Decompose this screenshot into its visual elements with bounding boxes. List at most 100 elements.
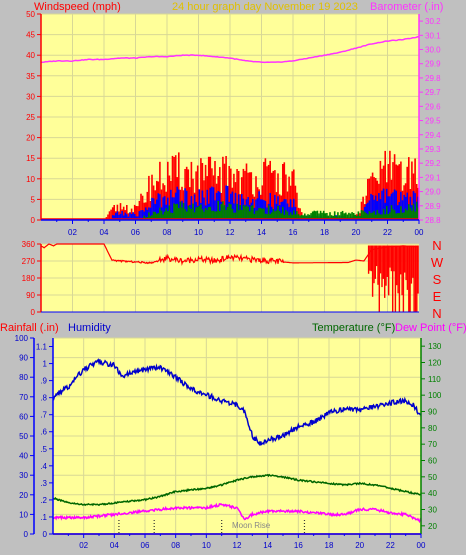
- windspeed-bar: [119, 203, 122, 220]
- gust-mid-bar: [201, 190, 204, 220]
- wind-direction-line: [40, 243, 419, 266]
- windspeed-bar: [392, 162, 394, 220]
- y2-tick-label: 30.0: [425, 46, 441, 55]
- windspeed-bar: [223, 163, 226, 220]
- gust-mid-bar: [378, 193, 380, 220]
- gust-low-bar: [327, 215, 330, 220]
- gust-mid-bar: [211, 186, 213, 220]
- gust-mid-bar: [116, 211, 119, 220]
- gust-low-bar: [174, 204, 177, 220]
- gust-low-bar: [389, 212, 391, 220]
- gust-low-bar: [154, 212, 156, 220]
- gust-mid-bar: [274, 194, 276, 220]
- humidity-tick-label: 0: [24, 530, 29, 539]
- windspeed-bar: [270, 172, 273, 220]
- gust-low-bar: [326, 213, 328, 220]
- gust-mid-bar: [225, 185, 227, 220]
- windspeed-bar: [244, 170, 246, 220]
- gust-low-bar: [275, 210, 278, 220]
- gust-mid-bar: [291, 207, 293, 220]
- gust-low-bar: [255, 210, 257, 220]
- gust-mid-bar: [264, 201, 267, 220]
- gust-low-bar: [330, 215, 333, 220]
- y2-tick-label: 28.8: [425, 216, 441, 225]
- gust-low-bar: [315, 211, 317, 220]
- windspeed-bar: [148, 175, 150, 220]
- x-tick-label: 08: [163, 228, 172, 237]
- gust-low-bar: [269, 213, 271, 220]
- gust-mid-bar: [159, 194, 161, 220]
- windspeed-bar: [250, 172, 253, 220]
- x-tick-label: 12: [233, 541, 242, 550]
- windspeed-bar: [264, 158, 267, 220]
- gust-mid-bar: [393, 189, 396, 220]
- gust-low-bar: [390, 205, 393, 220]
- gust-low-bar: [206, 209, 208, 220]
- gust-low-bar: [404, 208, 407, 220]
- gust-low-bar: [356, 215, 358, 220]
- compass-letter: N: [432, 306, 441, 321]
- gust-low-bar: [296, 211, 298, 220]
- gust-low-bar: [193, 212, 196, 220]
- x-tick-label: 14: [263, 541, 272, 550]
- gust-low-bar: [285, 210, 287, 220]
- gust-mid-bar: [365, 203, 368, 220]
- gust-low-bar: [417, 207, 419, 220]
- gust-low-bar: [201, 209, 204, 220]
- gust-low-bar: [374, 214, 377, 220]
- windspeed-bar: [173, 157, 175, 220]
- windspeed-bar: [146, 191, 149, 220]
- gust-low-bar: [392, 209, 394, 220]
- barometer-line: [40, 36, 420, 64]
- gust-low-bar: [248, 211, 251, 220]
- windspeed-bar: [398, 164, 401, 220]
- y2-tick-label: 28.9: [425, 202, 441, 211]
- windspeed-bar: [362, 196, 364, 220]
- gust-low-bar: [311, 211, 314, 220]
- windspeed-bar: [190, 161, 193, 220]
- gust-low-bar: [267, 205, 270, 220]
- gust-low-bar: [335, 216, 338, 220]
- windspeed-bar: [291, 171, 293, 220]
- gust-mid-bar: [256, 198, 259, 220]
- gust-low-bar: [226, 207, 229, 220]
- y2-tick-label: 29.9: [425, 60, 441, 69]
- x-tick-label: 20: [355, 541, 364, 550]
- moonrise-label: Moon Rise: [232, 521, 271, 530]
- gust-low-bar: [384, 214, 386, 220]
- gust-low-bar: [234, 212, 237, 220]
- gust-low-bar: [270, 212, 273, 220]
- gust-low-bar: [352, 213, 355, 220]
- gust-mid-bar: [184, 188, 186, 220]
- y-tick-label: 0: [31, 216, 36, 225]
- gust-low-bar: [211, 210, 213, 220]
- gust-low-bar: [288, 215, 290, 220]
- gust-low-bar: [167, 211, 169, 220]
- gust-low-bar: [378, 213, 380, 220]
- gust-mid-bar: [374, 195, 377, 220]
- windspeed-bar: [160, 189, 163, 220]
- gust-low-bar: [293, 210, 295, 220]
- windspeed-bar: [195, 171, 197, 220]
- gust-low-bar: [333, 211, 336, 220]
- gust-low-bar: [217, 200, 219, 220]
- temperature-tick-label: 40: [428, 489, 437, 498]
- gust-low-bar: [237, 210, 240, 220]
- windspeed-bar: [247, 172, 249, 220]
- humidity-tick-label: 40: [19, 452, 28, 461]
- gust-low-bar: [411, 210, 413, 220]
- windspeed-bar: [171, 155, 174, 220]
- gust-mid-bar: [113, 215, 115, 220]
- gust-low-bar: [204, 208, 207, 220]
- gust-low-bar: [398, 213, 401, 220]
- gust-low-bar: [143, 215, 145, 220]
- gust-mid-bar: [371, 195, 374, 220]
- gust-mid-bar: [234, 192, 237, 220]
- gust-low-bar: [304, 213, 306, 220]
- gust-low-bar: [282, 206, 284, 220]
- gust-low-bar: [341, 210, 344, 220]
- gust-mid-bar: [392, 192, 394, 220]
- y-tick-label: 20: [26, 134, 35, 143]
- rainfall-tick-label: .9: [40, 377, 47, 386]
- rainfall-label: Rainfall (.in): [0, 322, 59, 334]
